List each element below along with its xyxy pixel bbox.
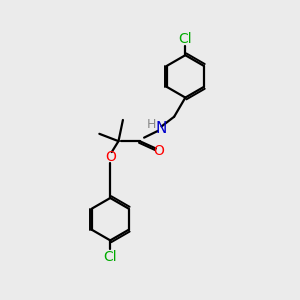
Text: O: O — [153, 144, 164, 158]
Text: H: H — [147, 118, 156, 131]
Text: Cl: Cl — [103, 250, 117, 264]
Text: N: N — [155, 121, 166, 136]
Text: O: O — [105, 150, 116, 164]
Text: Cl: Cl — [178, 32, 192, 46]
